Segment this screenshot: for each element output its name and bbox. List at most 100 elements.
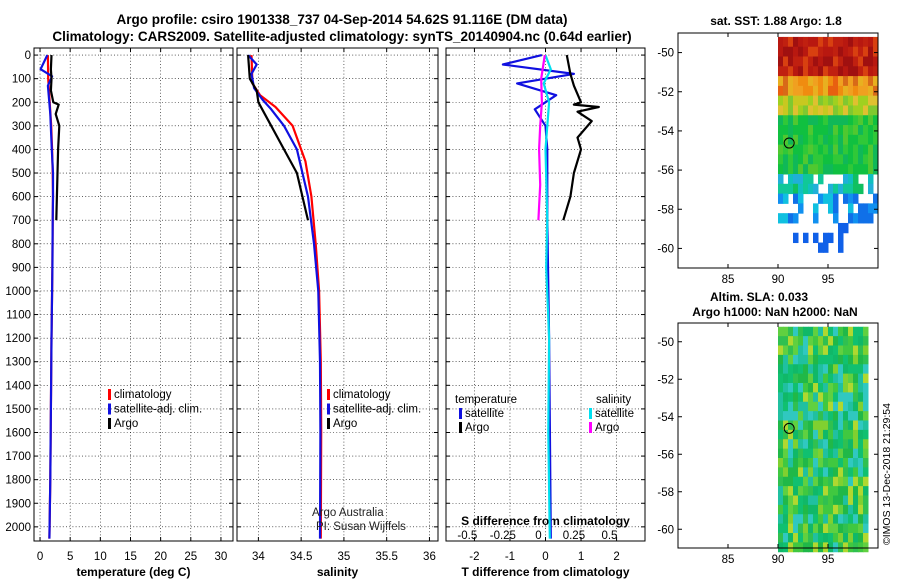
map-cell [848,125,854,136]
map-cell [843,448,849,459]
map-cell [778,542,784,553]
map-cell [793,76,799,87]
map-cell [828,476,834,487]
map-cell [858,183,864,195]
map-cell [793,232,799,244]
map-cell [828,105,834,116]
x-tick-label: -1 [505,551,515,563]
x-tick-label: 1 [578,551,584,563]
map-cell [858,486,864,496]
map-cell [778,115,784,126]
map-cell [863,46,869,57]
map-cell [843,174,849,185]
map-cell [843,222,849,234]
map-cell [848,66,854,77]
map-cell [833,144,839,155]
map-cell [848,85,854,97]
map-cell [863,336,869,346]
map-cell [803,467,809,478]
map-cell [808,411,814,421]
map-cell [858,439,864,450]
legend-swatch [327,403,330,415]
map-cell [798,542,804,553]
map-cell [798,134,804,146]
map-cell [803,56,809,67]
map-cell [848,476,854,487]
map-cell [793,354,799,365]
map-cell [818,401,824,412]
y-tick-label: 1900 [5,498,31,510]
map-cell [853,523,859,534]
map-cell [808,36,814,48]
map-cell [858,125,864,136]
map-cell [813,542,819,553]
y-tick-label: 1800 [5,475,31,487]
x-tick-label: 36 [423,551,436,563]
sla-map: 85 90 95 -50 -52 -54 -56 -58 -60 [657,322,879,566]
map-cell [848,486,854,496]
map-cell [823,383,829,393]
map-cell [838,95,844,106]
map-cell [793,401,799,412]
map-cell [823,125,829,136]
map-cell [838,105,844,116]
map-cell [833,504,839,515]
legend-label: Argo [114,418,138,430]
map-cell [833,336,839,346]
map-cell [798,56,804,67]
map-cell [813,467,819,478]
map-cell [853,154,859,165]
legend-swatch [589,422,592,433]
map-cell [828,373,834,384]
map-cell [868,154,874,165]
map-cell [778,174,784,185]
map-cell [828,458,834,468]
map-cell [783,458,789,468]
map-cell [823,476,829,487]
map-cell [803,542,809,553]
map-cell [803,66,809,77]
map-cell [793,125,799,136]
map-cell [823,533,829,543]
map-cell [823,486,829,496]
map-cell [778,345,784,356]
map-cell [828,203,834,214]
map-cell [813,439,819,450]
map-cell [843,392,849,403]
map-cell [793,56,799,67]
map-cell [788,174,794,185]
map-cell [793,36,799,48]
y-tick-label: 800 [12,239,31,251]
map-cell [838,85,844,97]
argo-position-marker [783,137,795,149]
map-cell [833,364,839,375]
map-cell [798,354,804,365]
x-tick-label: 15 [124,551,137,563]
map-cell [838,183,844,195]
map-cell [863,523,869,534]
map-cell [838,411,844,421]
map-cell [873,193,879,204]
map-cell [853,85,859,97]
map-cell [873,46,879,57]
map-cell [828,326,834,337]
sst-map-title: sat. SST: 1.88 Argo: 1.8 [710,14,842,28]
imos-watermark: ©IMOS 13-Dec-2018 21:29:54 [881,403,893,545]
map-cell [778,392,784,403]
map-cell [808,542,814,553]
map-cell [848,95,854,106]
map-cell [873,154,879,165]
map-cell [783,467,789,478]
map-cell [863,401,869,412]
map-cell [818,174,824,185]
x2-tick-label: 0.5 [601,530,617,542]
map-cell [818,95,824,106]
map-cell [863,85,869,97]
map-cell [818,105,824,116]
map-cell [808,66,814,77]
map-cell [778,193,784,204]
map-cell [793,392,799,403]
map-cell [813,203,819,214]
map-cell [848,429,854,440]
map-cell [813,183,819,195]
